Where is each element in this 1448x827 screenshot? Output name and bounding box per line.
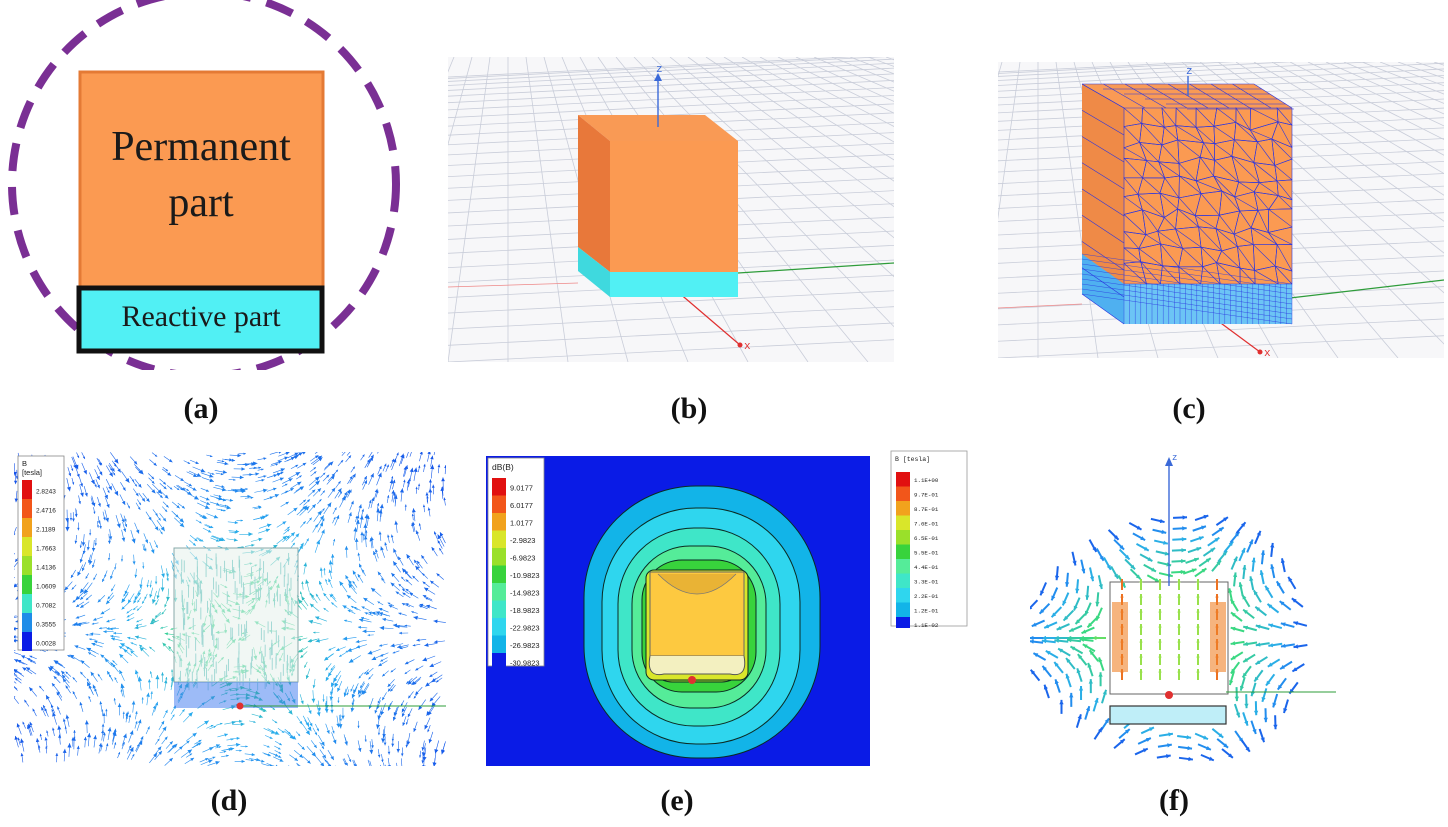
caption-b: (b) xyxy=(670,392,708,425)
panel-b-model: x z xyxy=(448,57,894,362)
legend-value: 1.2E-01 xyxy=(914,608,939,615)
caption-a: (a) xyxy=(183,392,219,425)
reactive-front-face xyxy=(610,272,738,297)
magnet-outline xyxy=(173,547,299,683)
legend-value: 1.1E-02 xyxy=(914,622,939,628)
gap-lobes xyxy=(648,655,746,676)
legend-value: 2.4716 xyxy=(36,507,56,514)
legend-value: 2.8243 xyxy=(36,488,56,495)
panel-a-diagram: Permanent part Reactive part xyxy=(8,0,400,370)
legend-value: 2.2E-01 xyxy=(914,593,939,600)
caption-f: (f) xyxy=(1159,784,1189,817)
caption-c: (c) xyxy=(1172,392,1206,425)
legend-value: 0.3555 xyxy=(36,621,56,628)
red-x-axis xyxy=(677,291,741,346)
panel-e-contour-plot: dB(B) 9.0177 6.0177 1.0177 -2.9823 -6.9823 -1… xyxy=(486,456,870,766)
legend-value: 1.7663 xyxy=(36,545,56,552)
legend-value: 4.4E-01 xyxy=(914,564,939,571)
legend-value: 0.0028 xyxy=(36,640,56,647)
mesh-reactive-side-face xyxy=(1082,254,1124,324)
x-axis-tip-icon xyxy=(737,342,743,348)
origin-marker-icon xyxy=(1165,691,1173,699)
green-y-axis xyxy=(1289,279,1444,299)
axis-z-label: z xyxy=(656,64,663,76)
boundary-dashed-circle xyxy=(8,0,400,370)
origin-marker-icon xyxy=(688,676,696,684)
axis-x-label: x xyxy=(1264,348,1271,358)
legend-title: B [tesla] xyxy=(895,456,930,463)
legend-value: -10.9823 xyxy=(510,571,540,580)
reactive-plate xyxy=(1109,705,1227,725)
legend-value: 9.7E-01 xyxy=(914,492,939,499)
axis-z-label: z xyxy=(1186,66,1193,78)
legend-scale: 2.8243 2.4716 2.1189 1.7663 1.4136 1.0609 0.70… xyxy=(22,480,56,651)
legend-value: 3.3E-01 xyxy=(914,579,939,586)
legend-value: 9.0177 xyxy=(510,483,533,492)
panel-c-mesh: x z xyxy=(998,62,1444,358)
legend-title-unit: [tesla] xyxy=(22,468,42,477)
origin-marker-icon xyxy=(236,702,244,710)
legend-value: -18.9823 xyxy=(510,606,540,615)
legend-value: -22.9823 xyxy=(510,623,540,632)
permanent-part-label-line2: part xyxy=(168,180,234,226)
cube-top-face xyxy=(578,115,738,141)
legend-value: -2.9823 xyxy=(510,536,535,545)
legend-value: -26.9823 xyxy=(510,641,540,650)
reactive-region xyxy=(174,682,298,708)
panel-f-legend: B [tesla] 1.1E+00 9.7E-01 8.7E-01 7.6E-01 6.… xyxy=(890,450,968,628)
field-arrows xyxy=(14,452,446,766)
legend-value: 1.4136 xyxy=(36,564,56,571)
axis-x-label: x xyxy=(744,341,751,353)
reactive-part-label: Reactive part xyxy=(121,300,281,333)
legend-value: 7.6E-01 xyxy=(914,521,939,528)
legend-scale: 9.0177 6.0177 1.0177 -2.9823 -6.9823 -10.9823… xyxy=(492,478,540,671)
green-y-axis xyxy=(737,262,894,274)
triangular-mesh-lines xyxy=(1081,83,1294,325)
legend-value: -6.9823 xyxy=(510,553,535,562)
caption-d: (d) xyxy=(210,784,248,817)
x-axis-tip-icon xyxy=(1257,349,1263,355)
legend-value: -14.9823 xyxy=(510,588,540,597)
legend-value: 6.5E-01 xyxy=(914,535,939,542)
axis-z-label: z xyxy=(1172,453,1177,463)
legend-value: 2.1189 xyxy=(36,526,56,533)
field-arrows xyxy=(1030,514,1308,762)
legend-scale: 1.1E+00 9.7E-01 8.7E-01 7.6E-01 6.5E-01 5.5E-… xyxy=(896,472,939,628)
legend-value: 8.7E-01 xyxy=(914,506,939,513)
legend-value: -30.9823 xyxy=(510,658,540,667)
legend-value: 6.0177 xyxy=(510,501,533,510)
cube-front-face xyxy=(610,141,738,272)
legend-title-b: B xyxy=(22,459,27,468)
panel-f-vector-field: z xyxy=(1030,452,1350,768)
legend-value: 1.0177 xyxy=(510,518,533,527)
legend-value: 1.1E+00 xyxy=(914,477,939,484)
legend-title: dB(B) xyxy=(492,462,514,472)
panel-d-vector-field: B [tesla] 2.8243 2.4716 2.1189 1.7663 1.4136… xyxy=(14,452,446,766)
reactive-part-block xyxy=(76,285,325,354)
permanent-part-label-line1: Permanent xyxy=(111,124,291,170)
z-axis-arrowhead-icon xyxy=(1165,457,1173,466)
legend-value: 5.5E-01 xyxy=(914,550,939,557)
z-axis-arrowhead-icon xyxy=(654,73,662,81)
magnet-internal-arrows xyxy=(1112,579,1226,680)
caption-e: (e) xyxy=(660,784,694,817)
cube-side-face xyxy=(578,115,610,272)
legend-value: 1.0609 xyxy=(36,583,56,590)
mesh-cube-front-face xyxy=(1124,108,1292,284)
legend-value: 0.7082 xyxy=(36,602,56,609)
reactive-side-face xyxy=(578,247,610,297)
